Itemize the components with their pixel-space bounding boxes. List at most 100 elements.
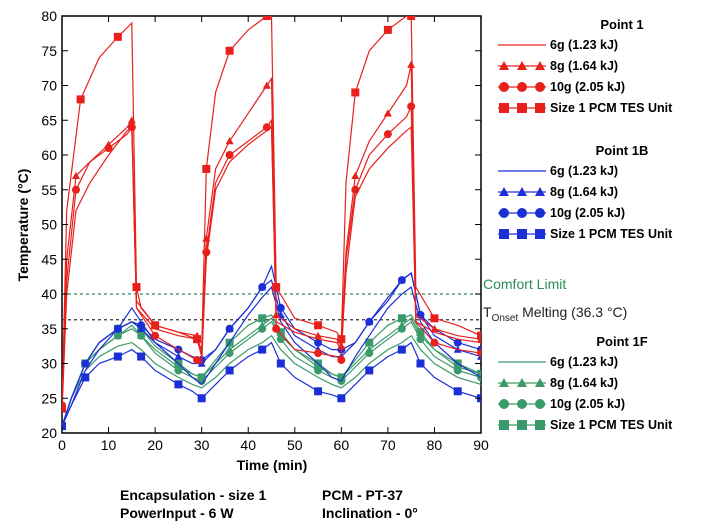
data-point-circle bbox=[314, 349, 323, 358]
series-line bbox=[62, 272, 481, 427]
data-point-square bbox=[517, 420, 527, 430]
x-tick-label: 30 bbox=[194, 437, 210, 453]
data-point-square bbox=[225, 46, 234, 55]
data-point-square bbox=[197, 373, 206, 382]
data-point-circle bbox=[104, 144, 113, 153]
data-point-circle bbox=[151, 331, 160, 340]
y-tick-label: 35 bbox=[41, 321, 57, 337]
data-point-triangle bbox=[225, 137, 234, 145]
x-tick-label: 20 bbox=[147, 437, 163, 453]
data-point-square bbox=[276, 359, 285, 368]
series-line bbox=[62, 341, 481, 427]
data-point-circle bbox=[276, 303, 285, 312]
legend-entry-label: 8g (1.64 kJ) bbox=[550, 376, 618, 390]
data-point-triangle bbox=[535, 61, 545, 70]
data-point-circle bbox=[383, 130, 392, 139]
data-point-circle bbox=[71, 185, 80, 194]
legend-group-title: Point 1B bbox=[596, 143, 649, 158]
data-point-circle bbox=[407, 102, 416, 111]
data-point-circle bbox=[430, 338, 439, 347]
data-point-square bbox=[225, 366, 234, 375]
data-point-circle bbox=[262, 123, 271, 132]
data-point-square bbox=[314, 321, 323, 330]
y-tick-label: 55 bbox=[41, 182, 57, 198]
data-point-square bbox=[517, 229, 527, 239]
data-point-circle bbox=[499, 399, 509, 409]
series-layer bbox=[62, 16, 481, 431]
t-onset-label: TOnset Melting (36.3 °C) bbox=[483, 304, 627, 324]
data-point-circle bbox=[113, 331, 122, 340]
data-point-square bbox=[453, 387, 462, 396]
data-point-square bbox=[416, 359, 425, 368]
t-onset-rest: Melting (36.3 °C) bbox=[518, 304, 627, 320]
data-point-square bbox=[365, 366, 374, 375]
data-point-square bbox=[499, 420, 509, 430]
x-tick-label: 90 bbox=[473, 437, 489, 453]
data-point-circle bbox=[225, 151, 234, 159]
data-point-triangle bbox=[407, 60, 416, 68]
t-onset-symbol: T bbox=[483, 304, 492, 320]
data-point-square bbox=[535, 103, 545, 113]
data-point-circle bbox=[314, 366, 323, 375]
data-point-square bbox=[62, 404, 66, 413]
series-line bbox=[62, 285, 481, 427]
data-point-triangle bbox=[71, 171, 80, 180]
data-point-square bbox=[258, 345, 267, 354]
data-point-circle bbox=[416, 335, 425, 344]
data-point-circle bbox=[397, 324, 406, 333]
data-point-circle bbox=[81, 359, 90, 368]
legend-entry-label: 6g (1.23 kJ) bbox=[550, 164, 618, 178]
footer-right-line2: Inclination - 0° bbox=[322, 505, 418, 521]
data-point-circle bbox=[477, 349, 481, 358]
data-point-circle bbox=[193, 356, 202, 365]
data-point-triangle bbox=[337, 342, 346, 350]
x-tick-label: 70 bbox=[380, 437, 396, 453]
data-point-square bbox=[477, 331, 481, 340]
series-line bbox=[62, 334, 481, 427]
y-axis-title: Temperature (°C) bbox=[15, 169, 31, 282]
data-point-triangle bbox=[127, 116, 136, 124]
data-point-circle bbox=[225, 324, 234, 333]
data-point-square bbox=[193, 335, 202, 344]
series-line bbox=[62, 126, 481, 413]
x-tick-label: 40 bbox=[240, 437, 256, 453]
reference-lines bbox=[62, 293, 481, 321]
data-point-circle bbox=[365, 349, 374, 358]
legend-entry-label: Size 1 PCM TES Unit bbox=[550, 418, 673, 432]
y-tick-label: 45 bbox=[41, 251, 57, 267]
data-point-circle bbox=[137, 321, 146, 330]
x-tick-label: 80 bbox=[427, 437, 443, 453]
data-point-circle bbox=[272, 324, 281, 333]
x-tick-label: 50 bbox=[287, 437, 303, 453]
y-tick-label: 80 bbox=[41, 8, 57, 24]
data-point-circle bbox=[517, 82, 527, 92]
data-point-triangle bbox=[174, 352, 183, 360]
data-point-circle bbox=[535, 82, 545, 92]
data-point-triangle bbox=[430, 324, 439, 332]
data-point-triangle bbox=[351, 171, 360, 180]
data-point-circle bbox=[517, 399, 527, 409]
data-point-square bbox=[383, 25, 392, 34]
legend-entry-label: 8g (1.64 kJ) bbox=[550, 185, 618, 199]
data-point-circle bbox=[137, 331, 146, 340]
data-point-square bbox=[430, 314, 439, 323]
legend-group-title: Point 1F bbox=[596, 334, 647, 349]
data-point-square bbox=[416, 328, 425, 337]
data-point-square bbox=[151, 321, 160, 330]
data-point-triangle bbox=[535, 187, 545, 196]
data-point-triangle bbox=[499, 378, 509, 387]
data-point-circle bbox=[351, 185, 360, 194]
y-tick-label: 30 bbox=[41, 356, 57, 372]
data-point-square bbox=[407, 16, 416, 20]
data-point-square bbox=[276, 328, 285, 337]
y-tick-label: 65 bbox=[41, 112, 57, 128]
data-point-square bbox=[132, 283, 141, 292]
y-tick-label: 50 bbox=[41, 217, 57, 233]
data-point-triangle bbox=[499, 61, 509, 70]
legend-group-title: Point 1 bbox=[600, 17, 643, 32]
data-point-circle bbox=[535, 208, 545, 218]
data-point-square bbox=[535, 229, 545, 239]
data-point-triangle bbox=[535, 378, 545, 387]
y-tick-label: 20 bbox=[41, 425, 57, 441]
data-point-triangle bbox=[517, 378, 527, 387]
